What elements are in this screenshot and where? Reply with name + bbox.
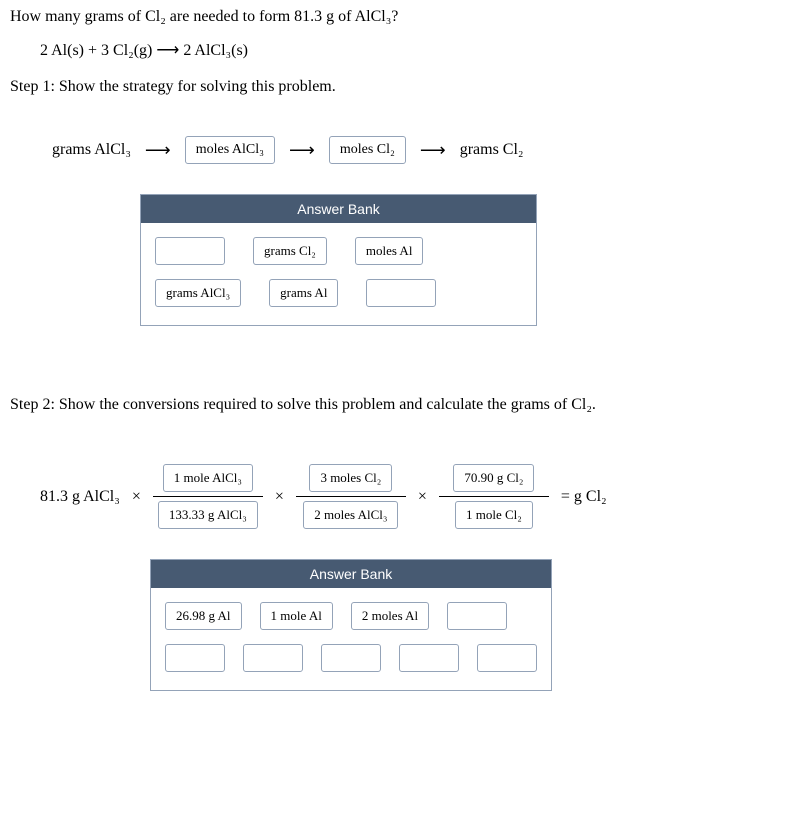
strategy-row: grams AlCl₃ ⟶ moles AlCl₃ ⟶ moles Cl₂ ⟶ … [52,136,800,164]
fraction-3: 70.90 g Cl₂ 1 mole Cl₂ [439,464,549,529]
strategy-start: grams AlCl₃ [52,141,131,159]
bank-empty-slot[interactable] [477,644,537,672]
arrow-icon: ⟶ [416,140,450,161]
fraction-bottom[interactable]: 133.33 g AlCl₃ [158,501,258,529]
bank-empty-slot[interactable] [155,237,225,265]
fraction-line [296,496,406,497]
answer-bank-body: grams Cl₂ moles Al grams AlCl₃ grams Al [141,223,536,325]
bank-tile[interactable]: 26.98 g Al [165,602,242,630]
answer-bank-header: Answer Bank [151,560,551,588]
bank-empty-slot[interactable] [321,644,381,672]
fraction-line [439,496,549,497]
fraction-top[interactable]: 70.90 g Cl₂ [453,464,534,492]
bank-empty-slot[interactable] [165,644,225,672]
times-icon: × [269,488,290,506]
answer-bank-1: Answer Bank grams Cl₂ moles Al grams AlC… [140,194,537,326]
answer-bank-header: Answer Bank [141,195,536,223]
arrow-icon: ⟶ [141,140,175,161]
fraction-line [153,496,263,497]
bank-empty-slot[interactable] [447,602,507,630]
step1-header: Step 1: Show the strategy for solving th… [10,78,800,96]
fraction-bottom[interactable]: 2 moles AlCl₃ [303,501,398,529]
bank-tile[interactable]: 1 mole Al [260,602,333,630]
arrow-icon: ⟶ [285,140,319,161]
fraction-top[interactable]: 1 mole AlCl₃ [163,464,253,492]
answer-bank-2: Answer Bank 26.98 g Al 1 mole Al 2 moles… [150,559,552,691]
bank-empty-slot[interactable] [399,644,459,672]
answer-bank-body: 26.98 g Al 1 mole Al 2 moles Al [151,588,551,690]
bank-tile[interactable]: grams AlCl₃ [155,279,241,307]
step2-header: Step 2: Show the conversions required to… [10,396,800,414]
bank-tile[interactable]: grams Cl₂ [253,237,327,265]
conversion-start: 81.3 g AlCl₃ [40,488,120,506]
strategy-slot-1[interactable]: moles AlCl₃ [185,136,275,164]
question-text: How many grams of Cl₂ are needed to form… [10,8,800,26]
fraction-1: 1 mole AlCl₃ 133.33 g AlCl₃ [153,464,263,529]
times-icon: × [412,488,433,506]
strategy-slot-2[interactable]: moles Cl₂ [329,136,406,164]
bank-empty-slot[interactable] [243,644,303,672]
bank-empty-slot[interactable] [366,279,436,307]
times-icon: × [126,488,147,506]
strategy-end: grams Cl₂ [460,141,524,159]
conversion-row: 81.3 g AlCl₃ × 1 mole AlCl₃ 133.33 g AlC… [40,464,800,529]
fraction-2: 3 moles Cl₂ 2 moles AlCl₃ [296,464,406,529]
bank-tile[interactable]: moles Al [355,237,424,265]
fraction-top[interactable]: 3 moles Cl₂ [309,464,392,492]
bank-tile[interactable]: 2 moles Al [351,602,429,630]
reaction-equation: 2 Al(s) + 3 Cl₂(g) ⟶ 2 AlCl₃(s) [40,40,800,60]
conversion-result: = g Cl₂ [555,488,607,506]
fraction-bottom[interactable]: 1 mole Cl₂ [455,501,533,529]
bank-tile[interactable]: grams Al [269,279,338,307]
